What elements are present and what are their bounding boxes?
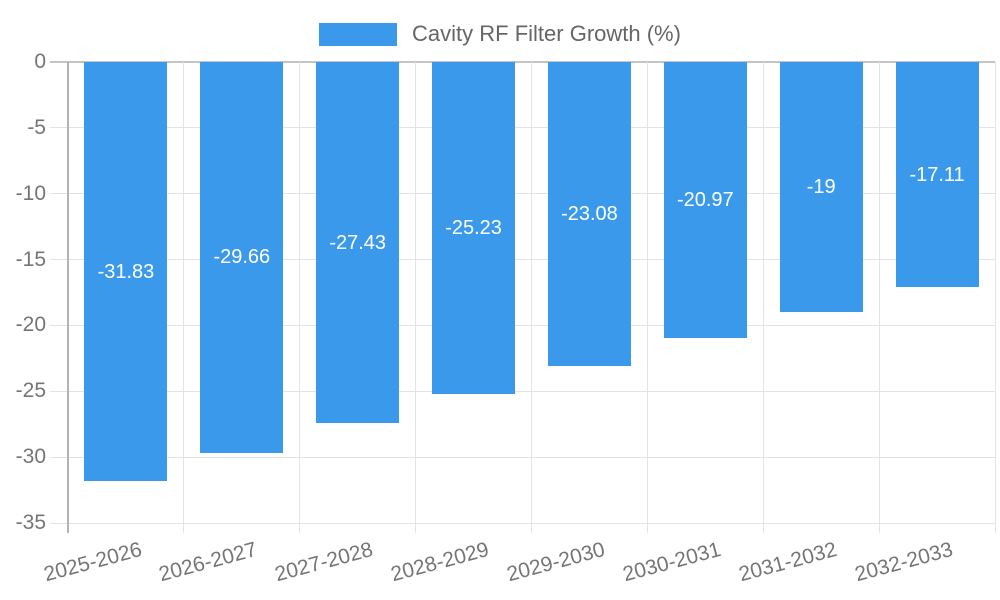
bar[interactable]	[547, 62, 631, 366]
y-axis-line	[67, 62, 69, 533]
legend: Cavity RF Filter Growth (%)	[0, 20, 1000, 48]
bar[interactable]	[663, 62, 747, 339]
y-gridline	[50, 324, 995, 326]
x-gridline	[299, 62, 301, 533]
x-gridline	[646, 62, 648, 533]
x-gridline	[183, 62, 185, 533]
legend-swatch	[319, 22, 398, 46]
bar[interactable]	[84, 62, 168, 482]
bar[interactable]	[432, 62, 516, 395]
y-axis-tick-label: -30	[15, 445, 46, 469]
y-gridline	[50, 193, 995, 195]
bar[interactable]	[779, 62, 863, 313]
bar[interactable]	[895, 62, 979, 288]
y-axis-tick-label: -5	[27, 115, 46, 139]
bar[interactable]	[200, 62, 284, 453]
y-gridline	[50, 390, 995, 392]
bar[interactable]	[316, 62, 400, 424]
x-axis-tick-label: 2027-2028	[272, 538, 376, 587]
y-axis-tick-label: -10	[15, 181, 46, 205]
y-axis-tick-label: -20	[15, 313, 46, 337]
x-gridline	[415, 62, 417, 533]
y-gridline	[50, 259, 995, 261]
y-gridline	[50, 456, 995, 458]
x-axis-tick-label: 2030-2031	[620, 538, 724, 587]
y-axis-tick-label: 0	[34, 50, 46, 73]
x-axis-tick-label: 2026-2027	[156, 538, 260, 587]
y-gridline	[50, 127, 995, 129]
x-gridline	[762, 62, 764, 533]
x-gridline	[531, 62, 532, 533]
x-axis-tick-label: 2031-2032	[736, 538, 840, 587]
x-axis-tick-label: 2032-2033	[852, 538, 956, 587]
x-gridline	[878, 62, 880, 533]
x-gridline	[994, 62, 996, 533]
legend-label: Cavity RF Filter Growth (%)	[412, 21, 681, 46]
y-axis-tick-label: -15	[15, 247, 46, 271]
x-axis-tick-label: 2028-2029	[388, 538, 492, 587]
x-axis-tick-label: 2029-2030	[504, 538, 608, 587]
legend-item[interactable]: Cavity RF Filter Growth (%)	[319, 20, 681, 48]
y-axis-tick-label: -25	[15, 379, 46, 403]
x-axis-tick-label: 2025-2026	[40, 538, 144, 587]
y-gridline	[50, 522, 995, 524]
zero-gridline	[50, 61, 995, 63]
y-axis-tick-label: -35	[15, 511, 46, 534]
